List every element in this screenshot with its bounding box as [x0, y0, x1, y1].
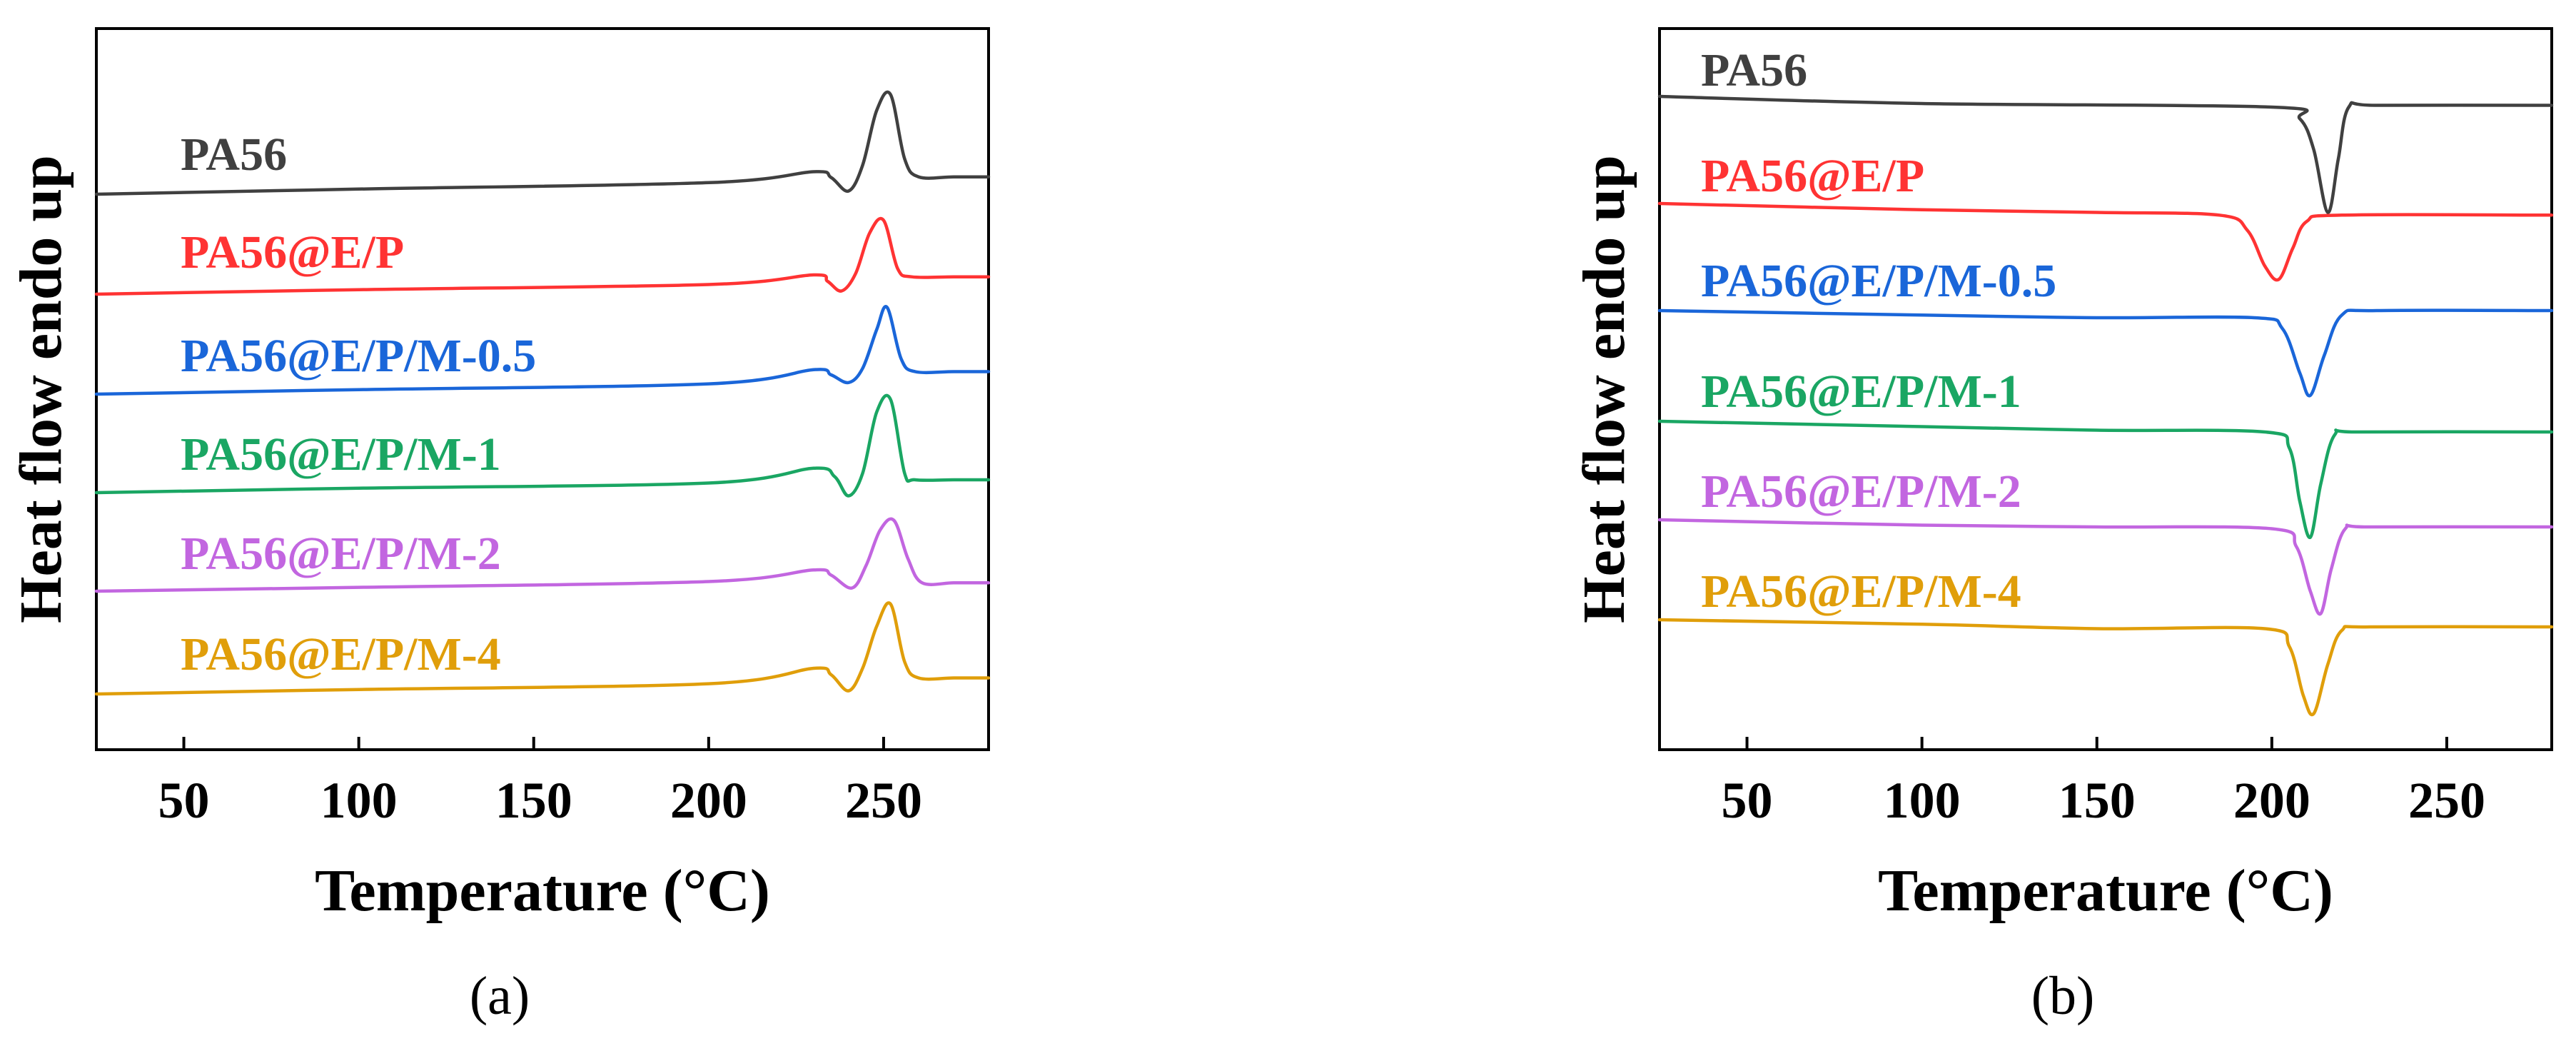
- panel-a-x-tick-label-100: 100: [320, 772, 398, 829]
- panel-a-caption: (a): [470, 966, 530, 1026]
- panel-b-series-label-0: PA56: [1701, 44, 1807, 96]
- panel-b-y-axis-title: Heat flow endo up: [1571, 155, 1637, 623]
- panel-b-series-label-4: PA56@E/P/M-2: [1701, 466, 2021, 518]
- panel-a-x-tick-label-50: 50: [158, 772, 210, 829]
- panel-b-series-line-1: [1657, 201, 2554, 282]
- panel-a-series-label-1: PA56@E/P: [181, 226, 404, 278]
- panel-b-x-tick-label-150: 150: [2059, 772, 2136, 829]
- panel-a-series-line-4: [94, 517, 991, 593]
- panel-a-series-line-0: [94, 90, 991, 196]
- panel-b-series-label-5: PA56@E/P/M-4: [1701, 565, 2021, 618]
- panel-b-series-label-3: PA56@E/P/M-1: [1701, 366, 2021, 418]
- panel-b-x-ticks: 50 100 150 200 250: [1722, 737, 2485, 829]
- panel-a-series-label-4: PA56@E/P/M-2: [181, 528, 501, 580]
- panel-b-x-tick-label-50: 50: [1722, 772, 1773, 829]
- panel-b-caption: (b): [2031, 966, 2095, 1026]
- panel-a-y-axis-title: Heat flow endo up: [8, 155, 74, 623]
- panel-a-x-tick-label-250: 250: [845, 772, 922, 829]
- panel-b-series-line-3: [1657, 419, 2554, 539]
- panel-a-series-labels: PA56 PA56@E/P PA56@E/P/M-0.5 PA56@E/P/M-1 PA…: [181, 129, 536, 680]
- panel-b-series-line-4: [1657, 518, 2554, 616]
- panel-a-plot-frame: [95, 27, 990, 751]
- panel-b-curves: [1657, 94, 2554, 717]
- panel-b-plot-frame: [1658, 27, 2553, 751]
- panel-b-x-tick-label-200: 200: [2233, 772, 2310, 829]
- panel-b-series-label-1: PA56@E/P: [1701, 150, 1924, 202]
- panel-a-series-label-5: PA56@E/P/M-4: [181, 628, 501, 680]
- panel-a-series-line-5: [94, 601, 991, 696]
- panel-b-series-line-2: [1657, 308, 2554, 398]
- panel-a-series-label-2: PA56@E/P/M-0.5: [181, 330, 536, 382]
- panel-a-x-axis-title: Temperature (°C): [315, 858, 770, 924]
- panel-a-x-tick-label-150: 150: [495, 772, 572, 829]
- panel-b-series-line-5: [1657, 618, 2554, 717]
- panel-b-series-line-0: [1657, 94, 2554, 214]
- panel-a-curves: [94, 90, 991, 696]
- panel-a-series-line-1: [94, 216, 991, 296]
- panel-b-x-tick-label-250: 250: [2408, 772, 2485, 829]
- panel-a-series-line-3: [94, 393, 991, 498]
- panel-a-x-tick-label-200: 200: [670, 772, 747, 829]
- panel-a-chart: 50 100 150 200 250 PA56 PA56@E/P PA56@E/P/M-0.…: [8, 27, 991, 1026]
- panel-a-x-ticks: 50 100 150 200 250: [158, 737, 922, 829]
- panel-a-series-label-0: PA56: [181, 129, 287, 181]
- panel-a-series-line-2: [94, 305, 991, 396]
- panel-b-series-labels: PA56 PA56@E/P PA56@E/P/M-0.5 PA56@E/P/M-1 PA…: [1701, 44, 2056, 618]
- panel-b-x-tick-label-100: 100: [1884, 772, 1961, 829]
- panel-b-chart: 50 100 150 200 250 PA56 PA56@E/P PA56@E/P/M-0.…: [1571, 27, 2554, 1026]
- panel-b-series-label-2: PA56@E/P/M-0.5: [1701, 255, 2056, 307]
- panel-b-x-axis-title: Temperature (°C): [1878, 858, 2333, 924]
- panel-a-series-label-3: PA56@E/P/M-1: [181, 428, 501, 481]
